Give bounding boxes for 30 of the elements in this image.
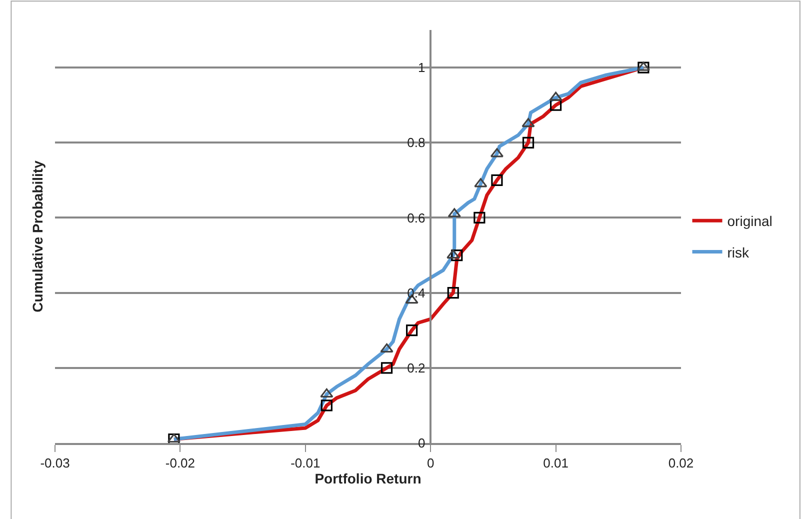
y-tick-label: 1 — [418, 60, 426, 76]
point — [474, 178, 488, 188]
point — [380, 362, 393, 374]
x-tick-label: -0.03 — [40, 455, 70, 470]
legend-label: original — [727, 213, 772, 230]
point — [474, 212, 486, 224]
y-tick-label: 0.2 — [407, 360, 426, 376]
point — [522, 136, 534, 148]
point — [406, 324, 418, 336]
point — [447, 287, 459, 299]
point — [446, 249, 460, 259]
point — [448, 208, 461, 218]
point — [522, 118, 535, 128]
point — [638, 62, 650, 74]
point — [320, 400, 332, 412]
y-tick-label: 0.8 — [407, 135, 426, 150]
point — [320, 388, 334, 398]
x-tick-label: -0.02 — [165, 455, 196, 470]
x-tick-label: 0.02 — [668, 455, 694, 470]
point — [380, 343, 394, 352]
point — [549, 92, 562, 101]
legend-label: risk — [727, 244, 750, 260]
x-axis-title: Portfolio Return — [314, 470, 422, 486]
x-tick-label: -0.01 — [290, 455, 320, 470]
x-tick-label: 0.01 — [543, 455, 568, 470]
y-tick-label: 0.6 — [407, 210, 426, 226]
y-axis-title: Cumulative Probability — [29, 160, 46, 312]
point — [451, 249, 463, 262]
y-tick-label: 0 — [418, 436, 426, 451]
point — [491, 174, 503, 186]
